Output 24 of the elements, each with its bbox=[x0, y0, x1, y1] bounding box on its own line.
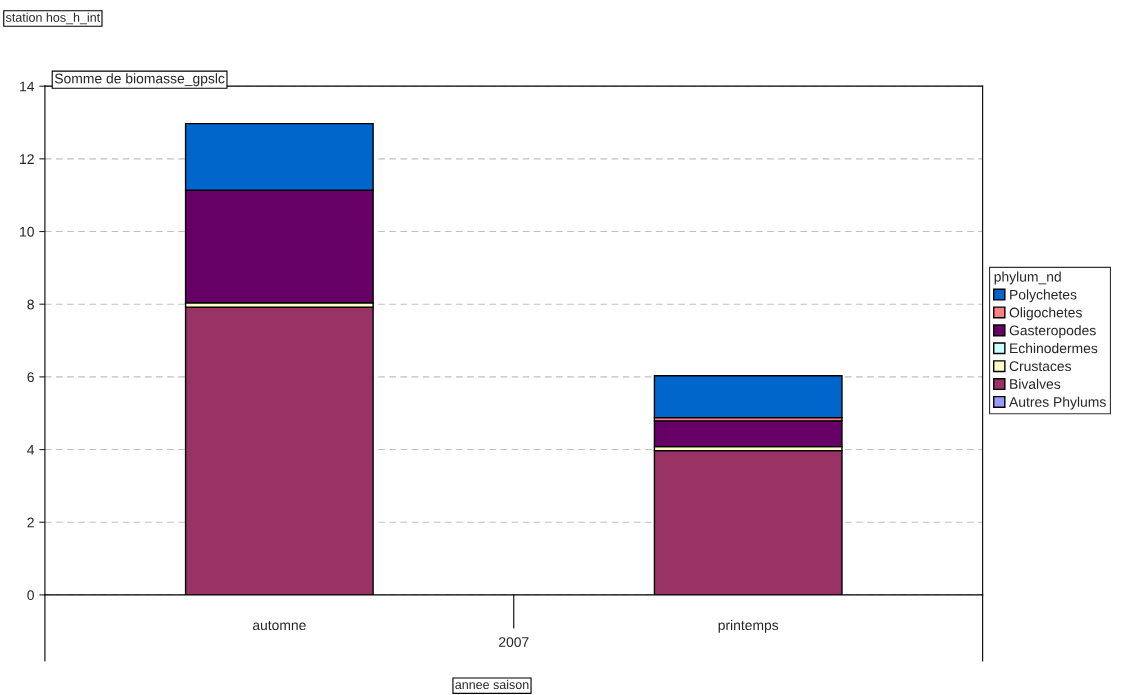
y-tick-label: 6 bbox=[27, 372, 34, 383]
text: 2007 bbox=[499, 637, 529, 647]
legend-label: Crustaces bbox=[1009, 361, 1072, 372]
legend-label: Echinodermes bbox=[1010, 343, 1098, 354]
text: annee saison bbox=[455, 679, 529, 690]
legend-label: Autres Phylums bbox=[1009, 396, 1106, 410]
text: station hos_h_int bbox=[5, 12, 101, 25]
y-tick-label: 0 bbox=[27, 590, 34, 601]
y-tick-label: 4 bbox=[27, 445, 35, 455]
x-tick-label: automne bbox=[252, 621, 306, 631]
legend-title: phylum_nd bbox=[994, 271, 1061, 285]
x-tick-label: printemps bbox=[718, 619, 779, 633]
y-tick-label: 2 bbox=[27, 517, 34, 528]
y-tick-label: 12 bbox=[20, 154, 34, 164]
y-tick-label: 10 bbox=[20, 226, 34, 237]
legend-label: Polychetes bbox=[1010, 289, 1077, 303]
legend-label: Oligochetes bbox=[1009, 307, 1082, 321]
y-tick-label: 14 bbox=[20, 81, 35, 92]
bar bbox=[653, 420, 843, 448]
bar bbox=[653, 375, 843, 419]
legend-label: Gasteropodes bbox=[1009, 325, 1096, 339]
y-axis-title: Somme de biomasse_gpslc bbox=[54, 73, 225, 87]
y-tick-label: 8 bbox=[27, 299, 34, 310]
legend-label: Bivalves bbox=[1010, 378, 1061, 389]
